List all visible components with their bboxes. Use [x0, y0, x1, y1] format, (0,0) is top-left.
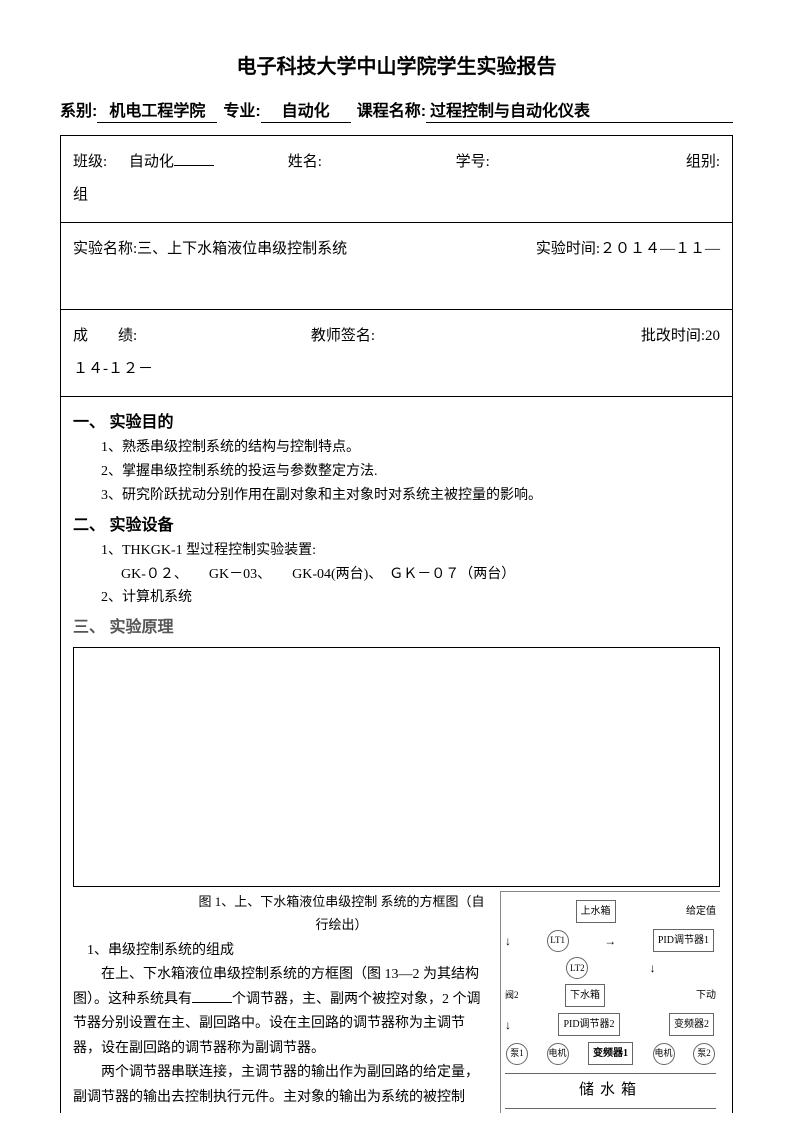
para2: 两个调节器串联连接，主调节器的输出作为副回路的给定量，副调节器的输出去控制执行元… — [73, 1061, 490, 1110]
d-gd: 给定值 — [686, 903, 716, 920]
d-motor1: 电机 — [547, 1043, 569, 1065]
review-label: 批改时间: — [641, 328, 705, 344]
d-topbox: 上水箱 — [576, 900, 616, 923]
class-value: 自动化 — [129, 154, 174, 170]
d-lowerbox: 下水箱 — [565, 984, 605, 1007]
d-l1: LT1 — [547, 930, 569, 952]
name-label: 姓名: — [288, 154, 322, 170]
sec3-head: 三、 实验原理 — [73, 614, 720, 641]
d-tank: 储水箱 — [505, 1073, 716, 1109]
sec1-line3: 3、研究阶跃扰动分别作用在副对象和主对象时对系统主被控量的影响。 — [101, 484, 720, 508]
d-motor2: 电机 — [653, 1043, 675, 1065]
d-l2: LT2 — [566, 957, 588, 979]
arrow-icon: ↓ — [650, 958, 656, 978]
group-value: 组 — [73, 187, 88, 203]
review-value-a: 20 — [705, 328, 720, 344]
arrow-icon: ↓ — [505, 1015, 511, 1035]
figure-placeholder — [73, 647, 720, 887]
para1-blank — [192, 1002, 232, 1003]
para1-head: 1、串级控制系统的组成 — [73, 939, 490, 964]
figure-caption: 图 1、上、下水箱液位串级控制 系统的方框图（自行绘出） — [73, 891, 490, 937]
d-pump1: 泵1 — [506, 1043, 528, 1065]
expname-label: 实验名称: — [73, 241, 137, 257]
row-score: 成 绩: 教师签名: 批改时间:20 １４-１２－ — [61, 310, 733, 397]
sec1-body: 1、熟悉串级控制系统的结构与控制特点。 2、掌握串级控制系统的投运与参数整定方法… — [73, 436, 720, 507]
group-label: 组别: — [686, 146, 720, 179]
exptime-value: ２０１４—１１— — [600, 241, 720, 257]
d-inv2: 变频器2 — [669, 1013, 714, 1036]
page-title: 电子科技大学中山学院学生实验报告 — [60, 50, 733, 79]
teacher-label: 教师签名: — [311, 328, 375, 344]
class-blank — [174, 165, 214, 166]
row-expname: 实验名称:三、上下水箱液位串级控制系统 实验时间:２０１４—１１— — [61, 223, 733, 310]
exptime-label: 实验时间: — [536, 241, 600, 257]
info-table: 班级: 自动化 姓名: 学号: 组别: 组 实验名称:三、上下水箱液位串级控制系… — [60, 135, 733, 397]
d-inv1: 变频器1 — [588, 1042, 633, 1065]
sec1-line2: 2、掌握串级控制系统的投运与参数整定方法. — [101, 460, 720, 484]
sec2-line3: 2、计算机系统 — [101, 586, 720, 610]
d-pump2: 泵2 — [693, 1043, 715, 1065]
expname-value: 三、上下水箱液位串级控制系统 — [137, 241, 347, 257]
block-diagram: 上水箱 给定值 ↓ LT1 → PID调节器1 LT2 ↓ 阀2 下 — [500, 891, 720, 1113]
lower-wrap: 图 1、上、下水箱液位串级控制 系统的方框图（自行绘出） 1、串级控制系统的组成… — [73, 891, 720, 1113]
class-label: 班级: — [73, 154, 107, 170]
arrow-icon: → — [604, 931, 616, 951]
d-pid2: PID调节器2 — [558, 1013, 619, 1036]
sec2-body: 1、THKGK-1 型过程控制实验装置: GK-０２、 GK－03、 GK-04… — [73, 539, 720, 610]
d-fd: 下动 — [696, 987, 716, 1004]
score-label: 成 绩: — [73, 328, 137, 344]
lower-right-diagram: 上水箱 给定值 ↓ LT1 → PID调节器1 LT2 ↓ 阀2 下 — [500, 891, 720, 1113]
d-valve: 阀2 — [505, 988, 519, 1003]
sec2-line2: GK-０２、 GK－03、 GK-04(两台)、 ＧＫ－０７（两台） — [101, 563, 720, 587]
d-pid1: PID调节器1 — [653, 929, 714, 952]
content-area: 一、 实验目的 1、熟悉串级控制系统的结构与控制特点。 2、掌握串级控制系统的投… — [60, 397, 733, 1113]
dept-value: 机电工程学院 — [97, 97, 217, 123]
dept-label: 系别: — [60, 97, 97, 121]
row-class: 班级: 自动化 姓名: 学号: 组别: 组 — [61, 136, 733, 223]
sec1-line1: 1、熟悉串级控制系统的结构与控制特点。 — [101, 436, 720, 460]
course-value: 过程控制与自动化仪表 — [426, 97, 733, 123]
sec2-head: 二、 实验设备 — [73, 512, 720, 539]
header-line: 系别: 机电工程学院 专业: 自动化 课程名称: 过程控制与自动化仪表 — [60, 97, 733, 123]
review-value-b: １４-１２－ — [73, 361, 153, 377]
major-label: 专业: — [223, 97, 260, 121]
sec1-head: 一、 实验目的 — [73, 409, 720, 436]
lower-left: 图 1、上、下水箱液位串级控制 系统的方框图（自行绘出） 1、串级控制系统的组成… — [73, 891, 490, 1113]
sec2-line1: 1、THKGK-1 型过程控制实验装置: — [101, 539, 720, 563]
course-label: 课程名称: — [357, 97, 426, 121]
id-label: 学号: — [456, 154, 490, 170]
major-value: 自动化 — [261, 97, 351, 123]
arrow-icon: ↓ — [505, 931, 511, 951]
